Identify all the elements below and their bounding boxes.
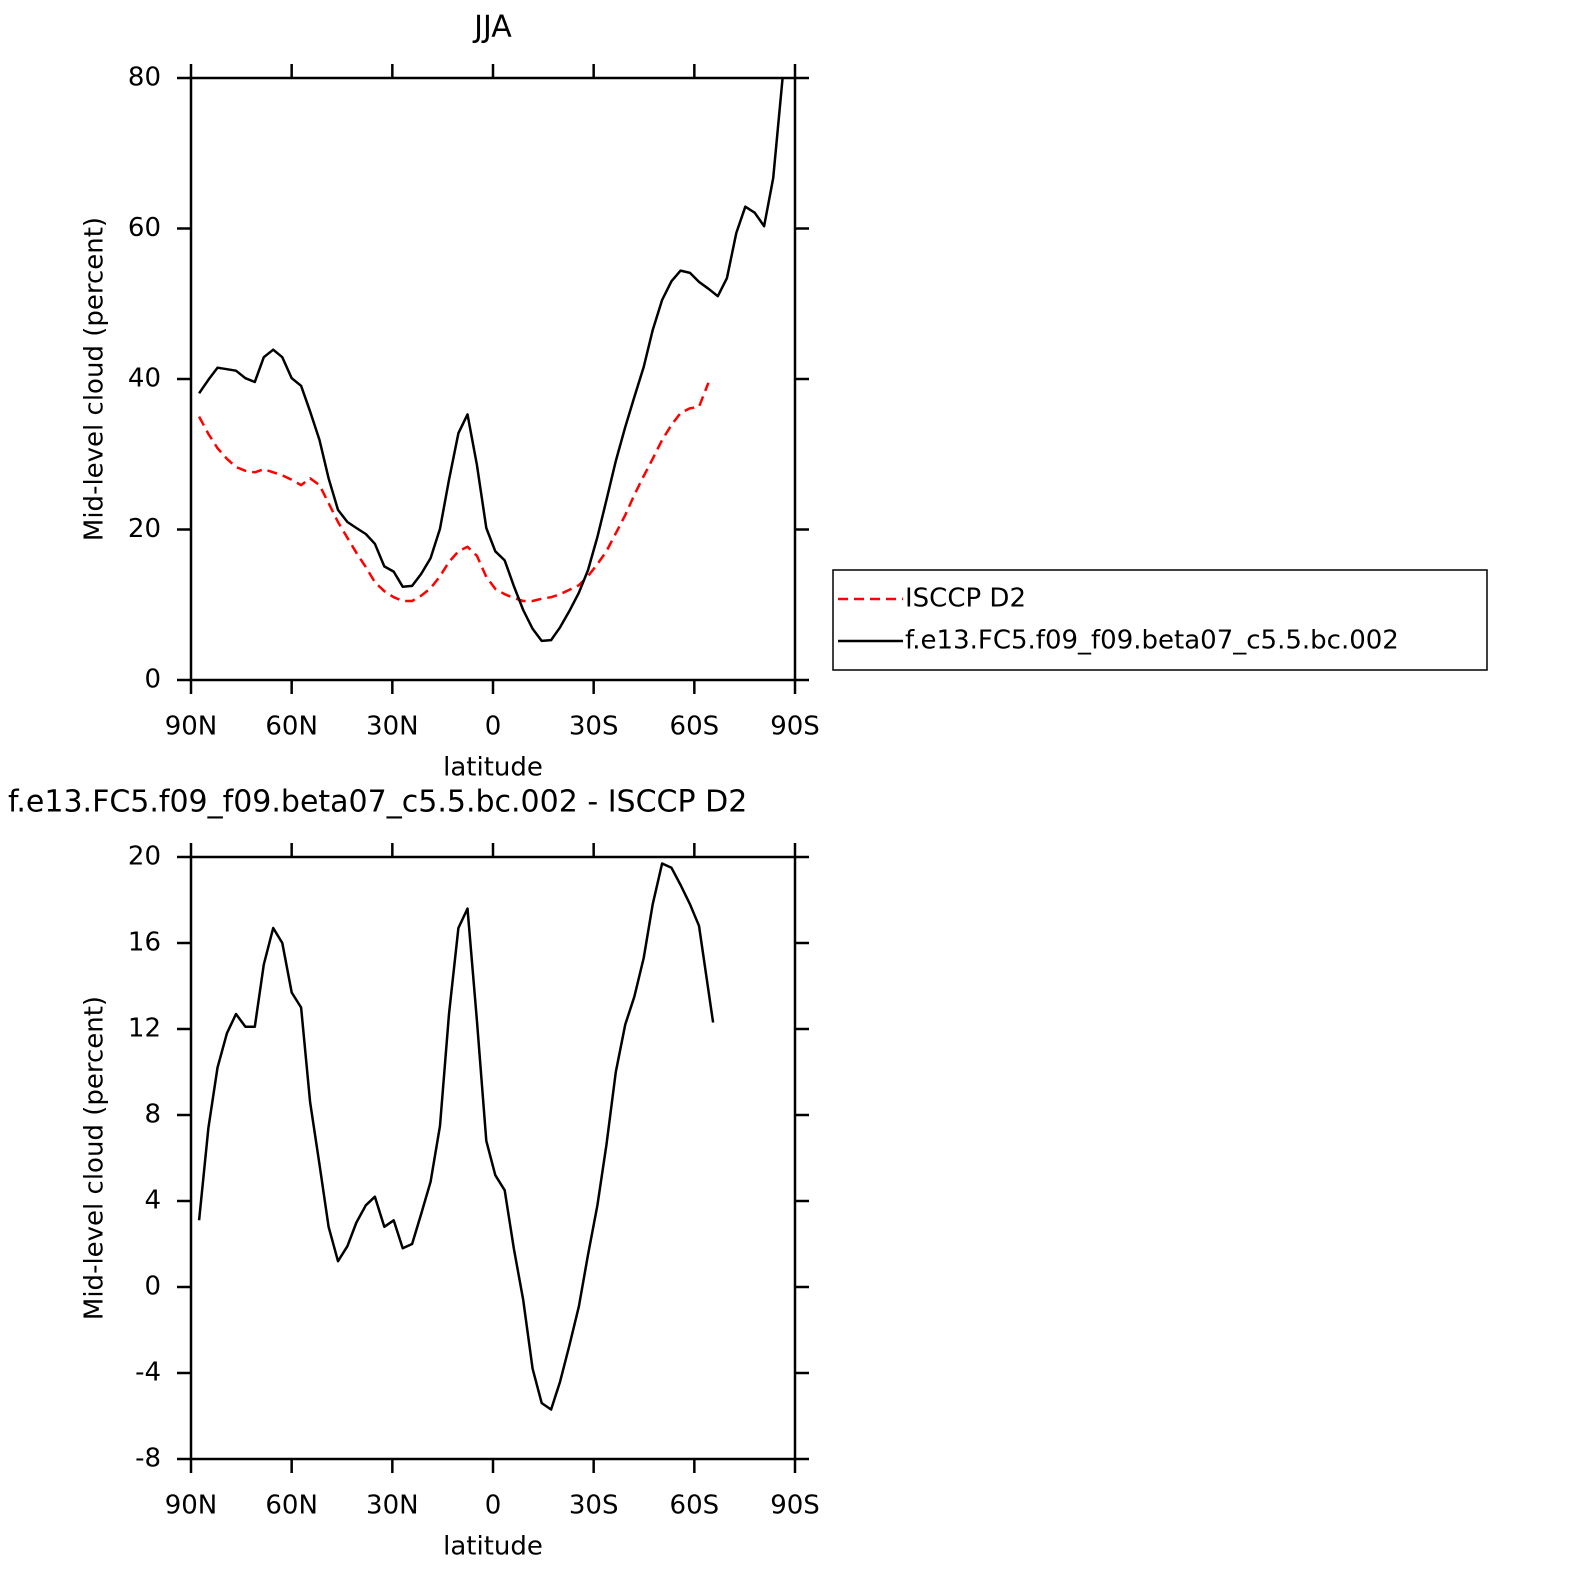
x-tick-label: 30N [366, 712, 419, 742]
x-tick-label: 60N [265, 712, 318, 742]
y-tick-label: 80 [128, 63, 161, 93]
x-tick-label: 60S [670, 712, 720, 742]
y-tick-label: 8 [144, 1100, 161, 1130]
legend-label: f.e13.FC5.f09_f09.beta07_c5.5.bc.002 [905, 626, 1399, 656]
plot-frame [189, 76, 797, 682]
x-tick-label: 0 [485, 712, 502, 742]
y-tick-label: 40 [128, 364, 161, 394]
legend-box [832, 569, 1488, 671]
y-tick-label: 20 [128, 842, 161, 872]
x-tick-label: 30N [366, 1491, 419, 1521]
y-tick-label: 0 [144, 1272, 161, 1302]
y-tick-label: -8 [135, 1444, 161, 1474]
x-tick-label: 30S [569, 1491, 619, 1521]
y-tick-label: 60 [128, 213, 161, 243]
y-tick-label: -4 [135, 1358, 161, 1388]
x-axis-label: latitude [443, 1532, 543, 1562]
plot-frame [189, 855, 797, 1461]
y-tick-label: 4 [144, 1186, 161, 1216]
x-tick-label: 90S [770, 712, 820, 742]
chart-title: JJA [472, 10, 512, 45]
x-axis-label: latitude [443, 753, 543, 783]
y-axis-label: Mid-level cloud (percent) [80, 996, 110, 1320]
y-tick-label: 0 [144, 665, 161, 695]
y-axis-label: Mid-level cloud (percent) [80, 217, 110, 541]
chart-title: f.e13.FC5.f09_f09.beta07_c5.5.bc.002 - I… [8, 785, 747, 820]
data-line [197, 382, 710, 603]
data-line [197, 862, 715, 1411]
x-tick-label: 90N [165, 712, 218, 742]
x-tick-label: 0 [485, 1491, 502, 1521]
y-tick-label: 20 [128, 514, 161, 544]
x-tick-label: 90S [770, 1491, 820, 1521]
x-tick-label: 60S [670, 1491, 720, 1521]
x-tick-label: 60N [265, 1491, 318, 1521]
legend-label: ISCCP D2 [905, 584, 1026, 614]
y-tick-label: 12 [128, 1014, 161, 1044]
data-line [198, 77, 784, 643]
x-tick-label: 90N [165, 1491, 218, 1521]
y-tick-label: 16 [128, 928, 161, 958]
x-tick-label: 30S [569, 712, 619, 742]
